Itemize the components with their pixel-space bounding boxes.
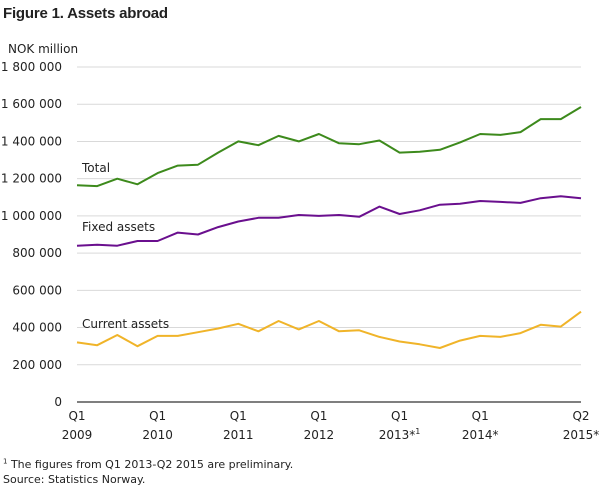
x-tick-label: 2014*	[462, 428, 499, 442]
series-label: Fixed assets	[82, 220, 155, 234]
x-tick-footnote-marker: 1	[415, 427, 420, 436]
series-line-1	[76, 106, 582, 188]
series-line-2	[76, 195, 582, 247]
x-tick-label: Q1	[310, 409, 327, 423]
line-chart: NOK million 0 200 000 400 000 600 000 800 00…	[1, 42, 600, 442]
x-tick-label: Q2	[572, 409, 589, 423]
y-tick-label: 1 200 000	[1, 172, 62, 186]
y-tick-label: 1 600 000	[1, 97, 62, 111]
x-tick-label: 2011	[223, 428, 254, 442]
y-axis-tick-labels: 0 200 000 400 000 600 000 800 000 1 000 000 1 …	[1, 60, 62, 409]
x-tick-label: Q1	[230, 409, 247, 423]
x-tick-label: 2013*1	[379, 427, 421, 442]
footnote-text: The figures from Q1 2013-Q2 2015 are pre…	[7, 458, 294, 471]
series-label: Current assets	[82, 317, 169, 331]
series-line-3	[76, 310, 582, 349]
y-axis-label: NOK million	[8, 42, 78, 56]
series-lines	[76, 106, 582, 349]
footnote: 1 The figures from Q1 2013-Q2 2015 are p…	[3, 458, 293, 471]
x-tick-label: Q1	[68, 409, 85, 423]
figure-title: Figure 1. Assets abroad	[3, 5, 168, 22]
y-tick-label: 1 400 000	[1, 134, 62, 148]
y-tick-label: 600 000	[12, 283, 62, 297]
x-tick-label: 2015*	[563, 428, 600, 442]
x-tick-label: 2009	[62, 428, 93, 442]
footnote-marker: 1	[3, 457, 8, 466]
series-labels: Total Fixed assets Current assets	[81, 161, 169, 331]
x-tick-label: 2010	[142, 428, 173, 442]
gridlines	[77, 66, 581, 403]
y-tick-label: 1 000 000	[1, 209, 62, 223]
y-tick-label: 800 000	[12, 246, 62, 260]
y-tick-label: 400 000	[12, 321, 62, 335]
series-label: Total	[81, 161, 110, 175]
y-tick-label: 0	[54, 395, 62, 409]
y-tick-label: 1 800 000	[1, 60, 62, 74]
x-tick-label: Q1	[149, 409, 166, 423]
x-tick-label: Q1	[391, 409, 408, 423]
x-tick-label: Q1	[472, 409, 489, 423]
y-tick-label: 200 000	[12, 358, 62, 372]
source-note: Source: Statistics Norway.	[3, 473, 146, 486]
x-tick-label: 2012	[304, 428, 335, 442]
x-axis-tick-labels: Q1 2009 Q1 2010 Q1 2011 Q1 2012 Q1 2013*1 Q1 2014* Q…	[62, 409, 600, 442]
